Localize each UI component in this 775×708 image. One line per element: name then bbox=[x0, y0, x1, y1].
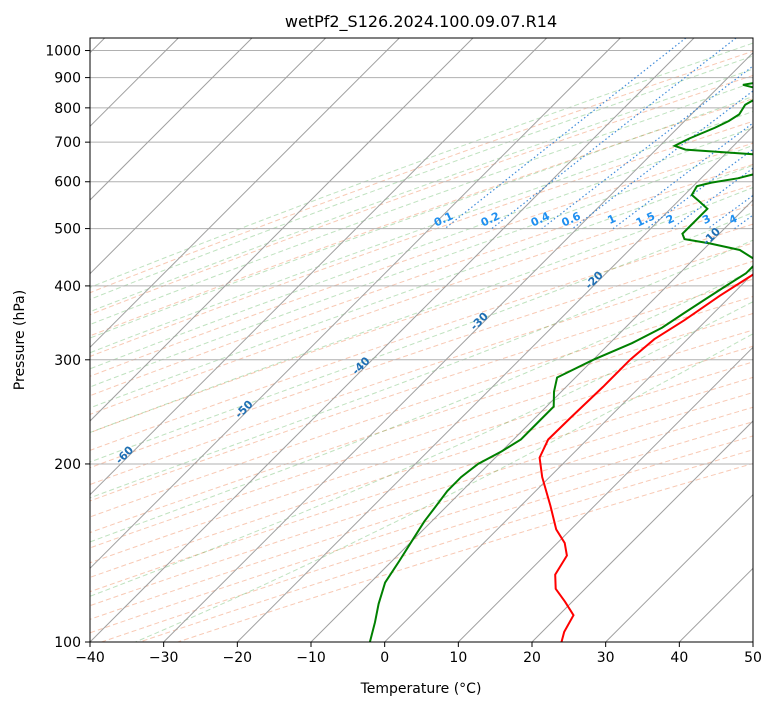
moist-adiabat bbox=[90, 269, 753, 543]
pressure-gridlines bbox=[90, 50, 753, 642]
x-tick-label: −40 bbox=[75, 650, 105, 666]
moist-adiabat bbox=[90, 186, 753, 434]
dry-adiabat bbox=[90, 361, 753, 578]
x-tick-label: 10 bbox=[449, 650, 467, 666]
dry-adiabat bbox=[90, 223, 753, 451]
moist-adiabat bbox=[90, 239, 753, 499]
isotherm-line bbox=[384, 272, 753, 642]
x-axis-label: Temperature (°C) bbox=[360, 681, 482, 697]
mixing-ratio-line bbox=[572, 90, 753, 230]
y-tick-label: 600 bbox=[54, 175, 81, 191]
temperature-profile-line bbox=[538, 273, 753, 642]
moist-adiabat bbox=[90, 42, 753, 288]
isotherm-line bbox=[457, 346, 753, 642]
isotherm-line bbox=[90, 38, 621, 570]
y-tick-label: 1000 bbox=[45, 44, 81, 60]
x-tick-label: −10 bbox=[296, 650, 326, 666]
moist-adiabat bbox=[90, 301, 753, 597]
moist-adiabat bbox=[90, 211, 753, 463]
isotherm-line bbox=[90, 38, 548, 496]
dry-adiabat bbox=[90, 295, 753, 518]
moist-adiabat bbox=[90, 127, 753, 370]
chart-title: wetPf2_S126.2024.100.09.07.R14 bbox=[285, 12, 557, 32]
isotherm-line bbox=[163, 51, 753, 642]
y-tick-label: 800 bbox=[54, 101, 81, 117]
dry-adiabat bbox=[90, 392, 753, 607]
y-tick-label: 400 bbox=[54, 279, 81, 295]
isotherm-line bbox=[90, 38, 400, 349]
mixing-ratio-line bbox=[671, 167, 753, 230]
x-tick-label: −30 bbox=[149, 650, 179, 666]
moist-adiabat-lines bbox=[90, 42, 753, 642]
dry-adiabat bbox=[90, 345, 753, 564]
y-tick-label: 300 bbox=[54, 353, 81, 369]
dry-adiabat bbox=[90, 376, 753, 593]
moist-adiabat bbox=[90, 164, 753, 409]
isotherm-line bbox=[90, 38, 474, 422]
profile-lines bbox=[368, 82, 753, 642]
moist-adiabat bbox=[90, 68, 753, 313]
dry-adiabat bbox=[90, 204, 753, 434]
dry-adiabat bbox=[90, 242, 753, 469]
moist-adiabat bbox=[90, 144, 753, 388]
y-axis-label: Pressure (hPa) bbox=[12, 290, 28, 390]
moist-adiabat bbox=[90, 110, 753, 354]
x-tick-label: 0 bbox=[380, 650, 389, 666]
isotherm-line bbox=[236, 125, 753, 642]
isotherm-line bbox=[90, 38, 327, 275]
dry-adiabat bbox=[90, 312, 753, 534]
isotherm-line bbox=[605, 493, 753, 642]
dry-adiabat-lines bbox=[90, 50, 753, 642]
x-tick-label: 50 bbox=[744, 650, 762, 666]
isotherm-line bbox=[90, 38, 253, 201]
dry-adiabat bbox=[90, 50, 753, 294]
y-tick-label: 500 bbox=[54, 222, 81, 238]
x-tick-label: 30 bbox=[597, 650, 615, 666]
mixing-ratio-lines bbox=[444, 38, 753, 230]
y-axis-ticks: 100 200 300 400 500 600 700 800 900 1000 bbox=[45, 44, 90, 651]
y-tick-label: 900 bbox=[54, 71, 81, 87]
dry-adiabat bbox=[90, 142, 753, 377]
dry-adiabat bbox=[90, 278, 753, 502]
y-tick-label: 200 bbox=[54, 457, 81, 473]
y-tick-label: 100 bbox=[54, 635, 81, 651]
isotherm-line bbox=[531, 420, 753, 642]
dewpoint-profile-line bbox=[368, 82, 753, 642]
isotherm-lines bbox=[90, 38, 753, 642]
dry-adiabat bbox=[90, 163, 753, 397]
mixing-ratio-line bbox=[541, 65, 753, 230]
x-tick-label: −20 bbox=[223, 650, 253, 666]
x-tick-label: 20 bbox=[523, 650, 541, 666]
dry-adiabat bbox=[90, 329, 753, 549]
moist-adiabat bbox=[90, 55, 753, 300]
x-axis-ticks: −40 −30 −20 −10 0 10 20 30 40 50 bbox=[75, 642, 762, 666]
y-tick-label: 700 bbox=[54, 135, 81, 151]
dry-adiabat bbox=[90, 98, 753, 337]
x-tick-label: 40 bbox=[670, 650, 688, 666]
isotherm-line bbox=[90, 38, 695, 642]
plot-frame bbox=[89, 37, 754, 643]
